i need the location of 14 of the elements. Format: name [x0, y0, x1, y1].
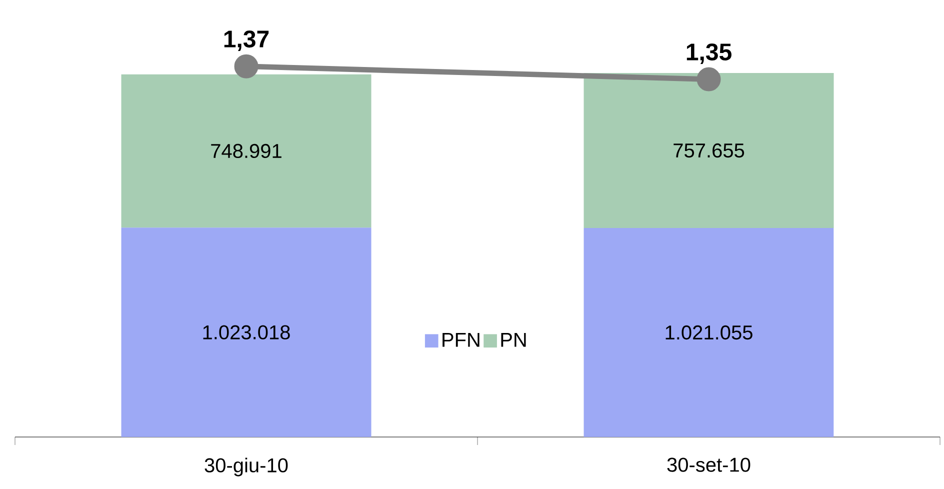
data-label: 1.021.055: [666, 325, 752, 340]
bar: [584, 72, 834, 228]
data-label: 757.655: [674, 143, 744, 158]
data-label: 748.991: [211, 144, 282, 158]
legend-label: PN: [501, 332, 526, 347]
bar: [121, 228, 372, 437]
x-tick-label: 30-giu-10: [204, 458, 288, 476]
bar: [121, 74, 372, 228]
bar: [584, 228, 834, 437]
data-label: 1,35: [686, 43, 732, 64]
data-label: 1.023.018: [203, 325, 290, 340]
data-label: 1,37: [224, 30, 269, 52]
legend-label: PFN: [442, 332, 480, 347]
x-tick-label: 30-set-10: [667, 458, 750, 472]
